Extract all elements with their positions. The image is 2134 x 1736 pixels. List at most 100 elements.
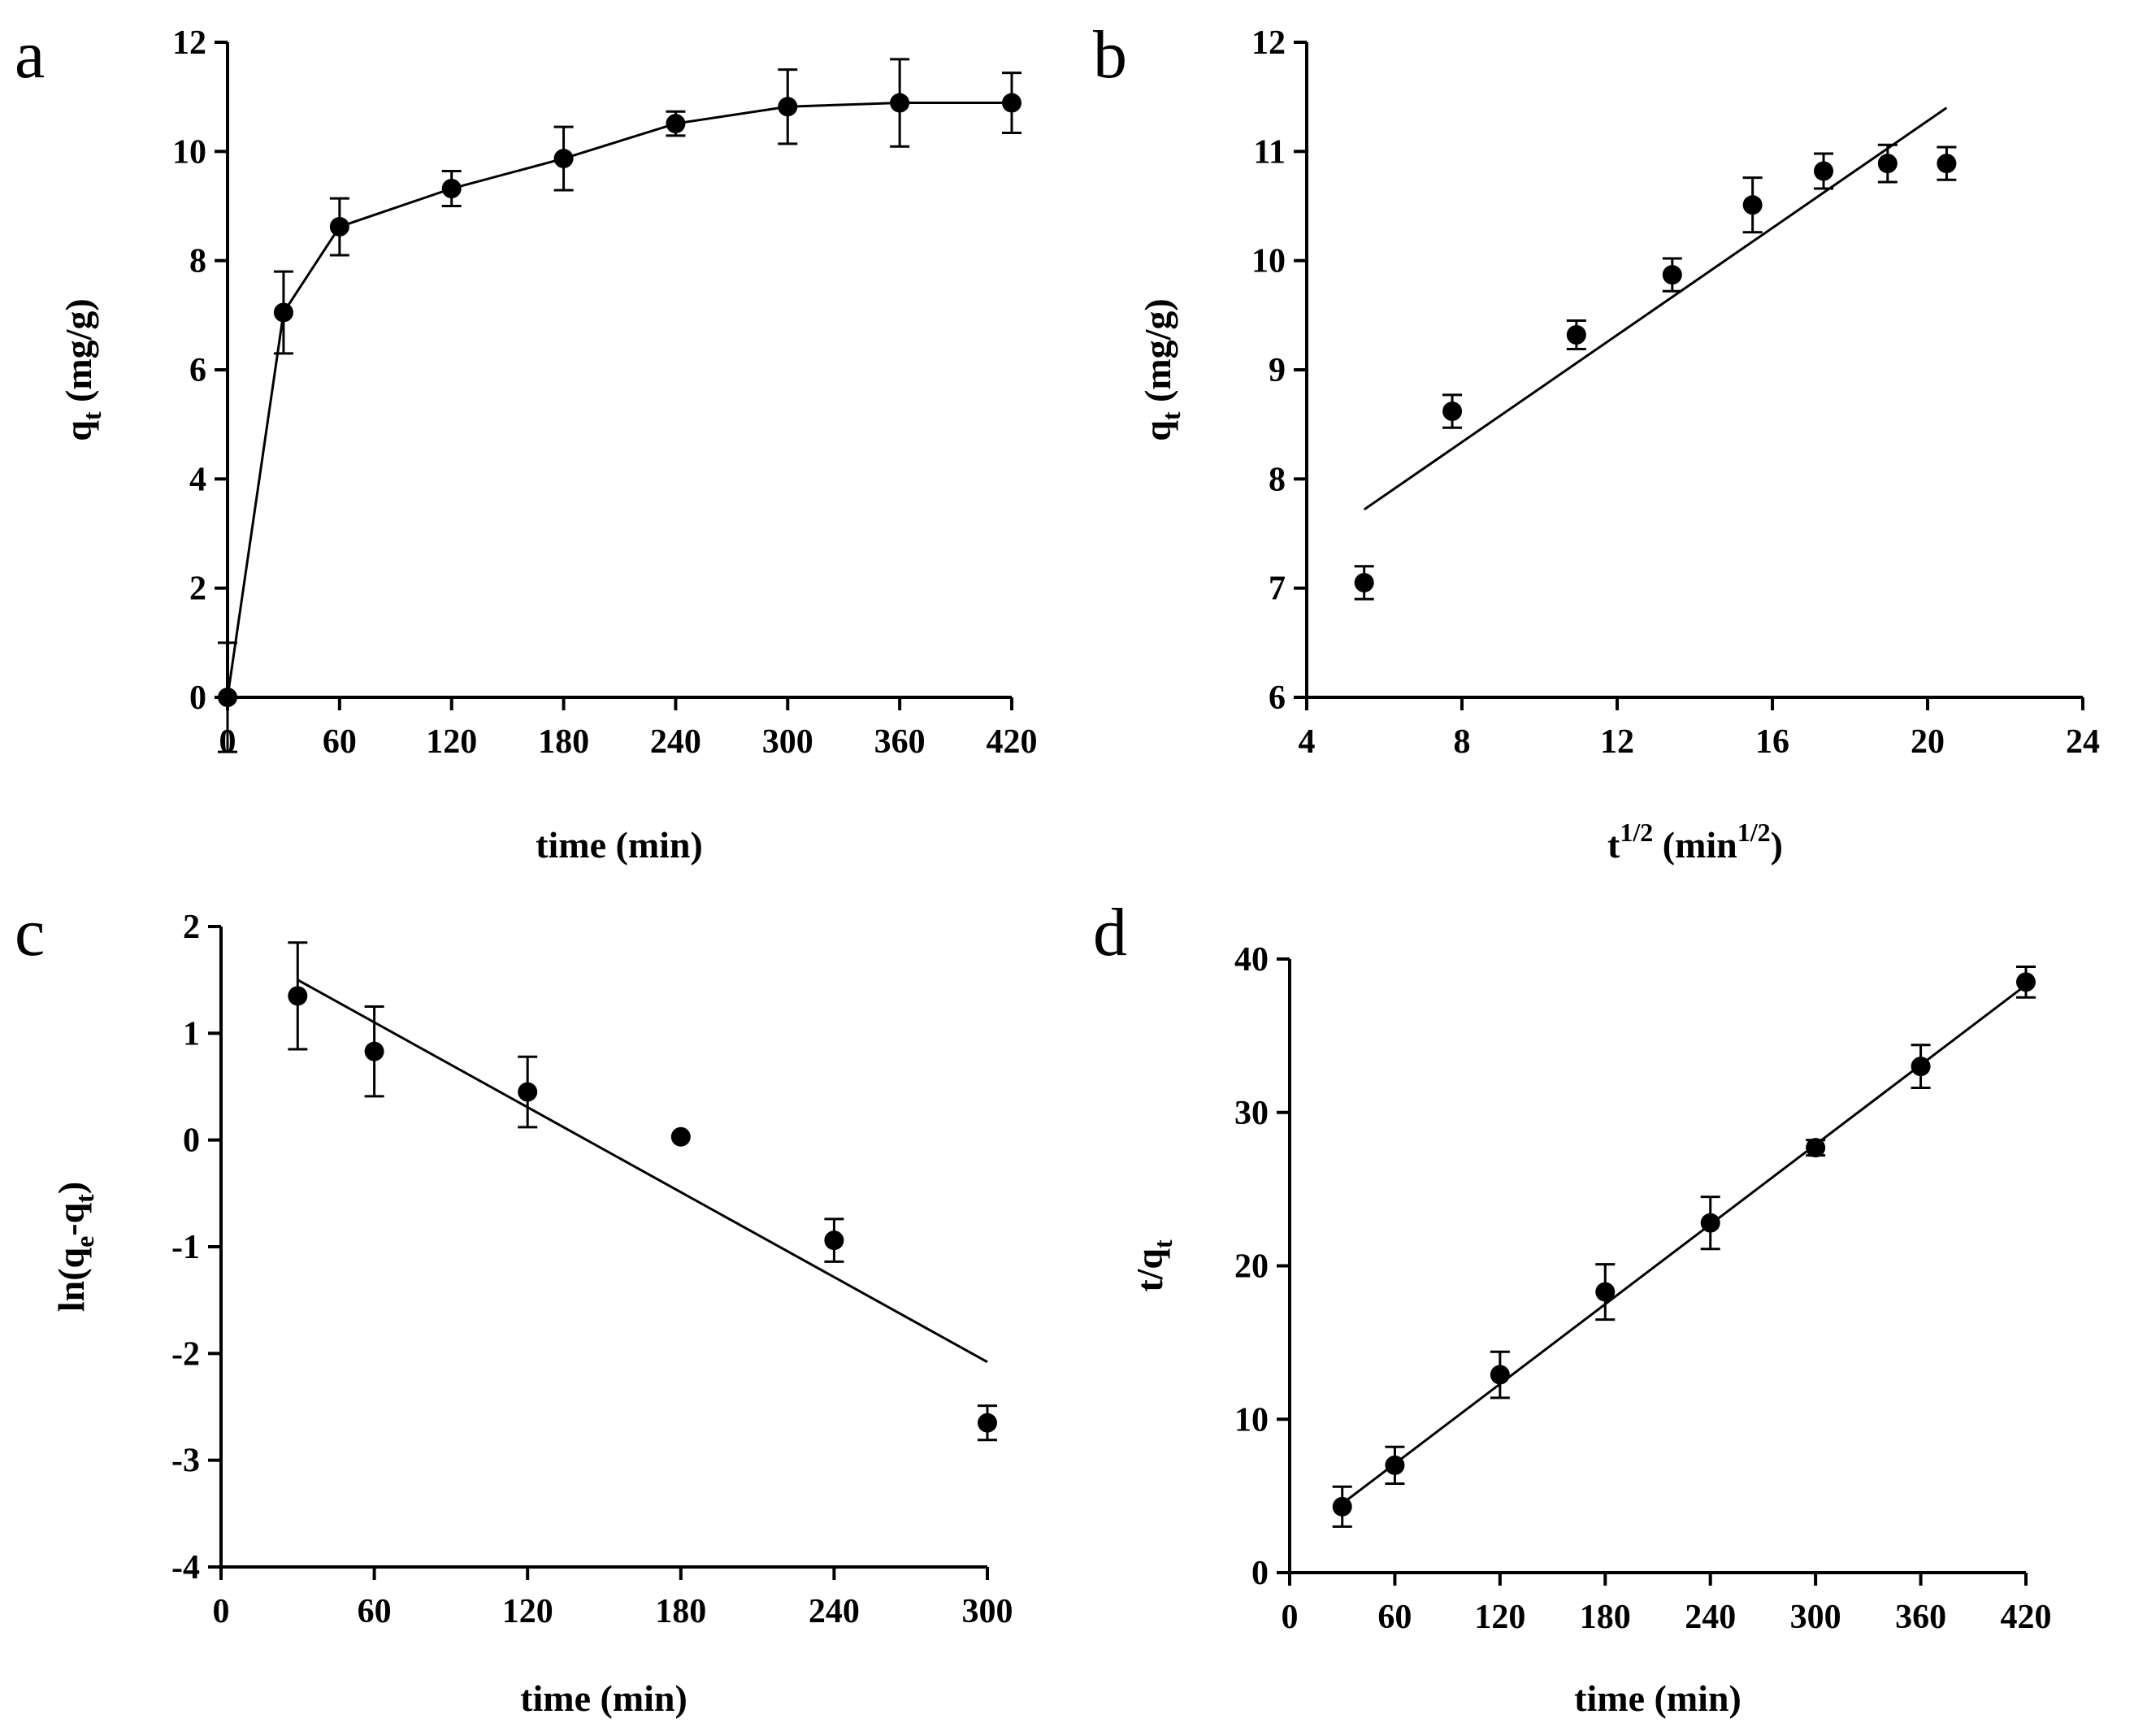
y-tick-label: -1	[171, 1229, 200, 1266]
x-tick-label: 360	[874, 723, 926, 761]
x-tick-label: 12	[1600, 723, 1634, 761]
x-tick-label: 240	[1685, 1599, 1736, 1636]
data-point	[1806, 1138, 1826, 1158]
x-tick-label: 120	[502, 1593, 553, 1630]
y-tick-label: 20	[1234, 1248, 1269, 1286]
data-point	[518, 1082, 538, 1102]
y-tick-label: 12	[172, 24, 206, 62]
x-tick-label: 120	[1474, 1599, 1525, 1636]
y-tick-label: 0	[189, 679, 206, 717]
data-point	[778, 97, 798, 117]
data-point	[1662, 265, 1682, 285]
data-point	[1002, 93, 1021, 113]
y-tick-label: 2	[183, 909, 200, 946]
data-point	[1332, 1496, 1352, 1517]
x-tick-label: 420	[2001, 1599, 2052, 1636]
data-point	[666, 114, 686, 134]
y-axis-title: qt (mg/g)	[1137, 298, 1186, 441]
series-line	[226, 102, 1012, 698]
x-tick-label: 0	[1282, 1599, 1299, 1636]
x-tick-label: 180	[538, 723, 589, 761]
data-point	[824, 1230, 844, 1251]
x-tick-label: 240	[650, 723, 701, 761]
x-axis-title: time (min)	[520, 1677, 687, 1719]
panel-letter-c: c	[15, 895, 45, 970]
y-tick-label: 6	[1269, 679, 1286, 717]
x-tick-label: 16	[1755, 723, 1789, 761]
y-title-base: q	[1137, 420, 1178, 441]
panel-d: d 0 60 120 180 240 300 360 420 0 10 20 30 40 time (min…	[1093, 895, 2052, 1719]
y-title-mid: -q	[50, 1202, 92, 1235]
x-title-mid: (min	[1653, 824, 1737, 866]
y-title-rest: (mg/g)	[58, 298, 99, 411]
y-title-rest: (mg/g)	[1137, 298, 1178, 411]
panel-letter-b: b	[1093, 17, 1127, 93]
y-tick-label: 7	[1269, 571, 1286, 608]
y-tick-label: 10	[172, 133, 206, 171]
x-title-base: t	[1607, 824, 1620, 866]
y-tick-label: 4	[189, 461, 206, 498]
x-tick-label: 60	[358, 1593, 392, 1630]
y-title-pre: t/q	[1129, 1248, 1170, 1292]
y-tick-label: 8	[1269, 461, 1286, 498]
x-tick-label: 300	[1790, 1599, 1841, 1636]
x-title-end: )	[1771, 824, 1783, 866]
data-point	[1877, 154, 1898, 174]
data-point	[1566, 325, 1586, 345]
data-point	[1442, 401, 1463, 422]
x-tick-label: 8	[1454, 723, 1471, 761]
data-point	[1814, 161, 1834, 181]
x-tick-label: 180	[655, 1593, 706, 1630]
y-axis-title: qt (mg/g)	[58, 298, 106, 441]
x-tick-label: 120	[426, 723, 477, 761]
y-tick-label: 30	[1234, 1095, 1269, 1132]
y-title-sub: t	[1148, 1239, 1178, 1248]
data-point	[329, 217, 349, 237]
data-point	[1911, 1057, 1931, 1077]
x-tick-label: 180	[1580, 1599, 1631, 1636]
x-title-sup: 1/2	[1620, 818, 1653, 847]
x-title-sup: 1/2	[1737, 818, 1771, 847]
y-title-sub: t	[70, 1194, 99, 1203]
panel-c: c 0 60 120 180 240 300 -4 -3 -2 -1 0 1 2 time (min) ln(…	[15, 895, 1013, 1719]
data-point	[670, 1126, 691, 1147]
data-point	[1937, 154, 1957, 174]
data-point	[441, 179, 462, 199]
x-tick-label: 240	[809, 1593, 860, 1630]
y-tick-label: 0	[1251, 1555, 1269, 1592]
y-tick-label: 12	[1251, 24, 1286, 62]
y-tick-label: 2	[189, 571, 206, 608]
data-point	[1595, 1282, 1616, 1302]
x-tick-label: 4	[1299, 723, 1316, 761]
y-title-sub: e	[70, 1236, 99, 1248]
data-point	[2016, 972, 2036, 992]
y-axis-title: t/qt	[1129, 1239, 1178, 1292]
y-tick-label: 9	[1269, 352, 1286, 389]
y-tick-label: 10	[1234, 1401, 1269, 1439]
panel-letter-d: d	[1093, 895, 1127, 970]
y-tick-label: 0	[183, 1122, 200, 1160]
y-axis-title: ln(qe-qt)	[50, 1182, 99, 1312]
y-title-sub: t	[1156, 411, 1186, 420]
x-tick-label: 0	[213, 1593, 230, 1630]
y-tick-label: 6	[189, 352, 206, 389]
y-tick-label: -4	[171, 1549, 200, 1586]
y-title-sub: t	[77, 411, 106, 420]
x-tick-label: 420	[987, 723, 1038, 761]
x-tick-label: 360	[1895, 1599, 1946, 1636]
x-tick-label: 300	[762, 723, 813, 761]
x-axis-title: time (min)	[536, 824, 703, 866]
x-tick-label: 60	[1377, 1599, 1412, 1636]
x-tick-label: 24	[2066, 723, 2100, 761]
data-point	[1354, 572, 1374, 592]
y-tick-label: 1	[183, 1015, 200, 1052]
y-tick-label: -3	[171, 1443, 200, 1480]
data-point	[288, 986, 308, 1006]
fit-line	[297, 979, 988, 1364]
x-tick-label: 300	[962, 1593, 1013, 1630]
y-tick-label: 10	[1251, 243, 1286, 280]
x-axis-title: t1/2 (min1/2)	[1607, 818, 1783, 866]
